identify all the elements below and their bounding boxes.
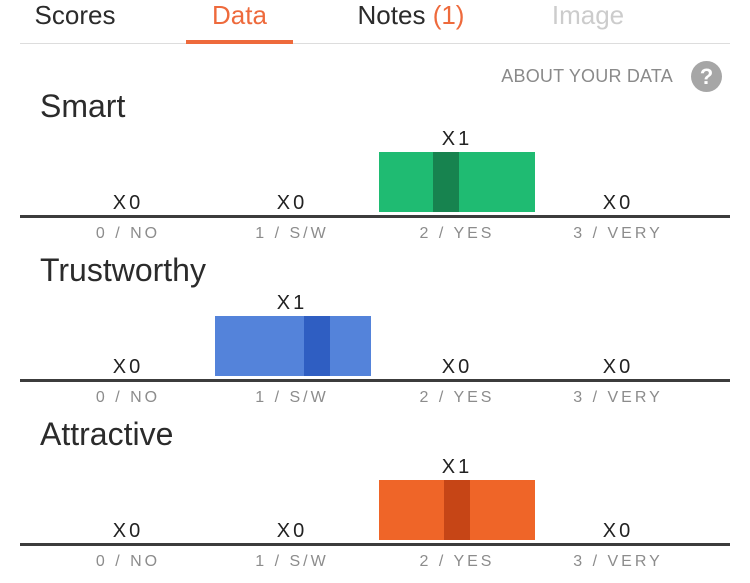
count-2-yes: X1 — [441, 456, 473, 478]
baseline — [20, 379, 730, 382]
count-3-very: X0 — [602, 356, 634, 378]
about-your-data-link[interactable]: ABOUT YOUR DATA — [501, 66, 673, 86]
rating-section-trustworthy: Trustworthy X0 X1 X0 X0 0 / NO 1 / S/W 2… — [20, 252, 730, 416]
section-title: Smart — [40, 88, 126, 124]
count-2-yes: X1 — [441, 128, 473, 150]
baseline — [20, 543, 730, 546]
scale-label-1: 1 / S/W — [255, 389, 329, 406]
tab-notes-label: Notes — [357, 0, 426, 30]
baseline — [20, 215, 730, 218]
count-2-yes: X0 — [441, 356, 473, 378]
rating-marker — [304, 316, 330, 376]
scale-label-1: 1 / S/W — [255, 553, 329, 570]
count-1-sw: X1 — [276, 292, 308, 314]
tab-image[interactable]: Image — [551, 0, 625, 30]
rating-bar-yes — [379, 480, 535, 540]
rating-bar-yes — [379, 152, 535, 212]
count-3-very: X0 — [602, 192, 634, 214]
scale-label-3: 3 / VERY — [573, 225, 663, 242]
scale-label-0: 0 / NO — [95, 389, 161, 406]
count-0-no: X0 — [112, 520, 144, 542]
scale-label-0: 0 / NO — [95, 225, 161, 242]
tab-scores[interactable]: Scores — [34, 0, 116, 30]
count-3-very: X0 — [602, 520, 634, 542]
count-1-sw: X0 — [276, 192, 308, 214]
rating-marker — [433, 152, 459, 212]
scale-label-0: 0 / NO — [95, 553, 161, 570]
scale-label-3: 3 / VERY — [573, 553, 663, 570]
scale-label-2: 2 / YES — [419, 225, 495, 242]
section-title: Attractive — [40, 416, 174, 452]
scale-label-2: 2 / YES — [419, 553, 495, 570]
tab-bar: Scores Data Notes (1) Image — [20, 0, 730, 44]
count-1-sw: X0 — [276, 520, 308, 542]
scale-label-3: 3 / VERY — [573, 389, 663, 406]
section-title: Trustworthy — [40, 252, 206, 288]
tab-data[interactable]: Data — [186, 0, 293, 44]
count-0-no: X0 — [112, 356, 144, 378]
notes-count-badge: (1) — [432, 0, 465, 30]
help-circle-icon[interactable]: ? — [691, 61, 722, 92]
count-0-no: X0 — [112, 192, 144, 214]
scale-label-2: 2 / YES — [419, 389, 495, 406]
rating-bar-sw — [215, 316, 371, 376]
rating-marker — [444, 480, 470, 540]
scale-label-1: 1 / S/W — [255, 225, 329, 242]
tab-notes[interactable]: Notes (1) — [350, 0, 472, 43]
rating-section-attractive: Attractive X0 X0 X1 X0 0 / NO 1 / S/W 2 … — [20, 416, 730, 580]
rating-section-smart: Smart X0 X0 X1 X0 0 / NO 1 / S/W 2 / YES… — [20, 88, 730, 252]
